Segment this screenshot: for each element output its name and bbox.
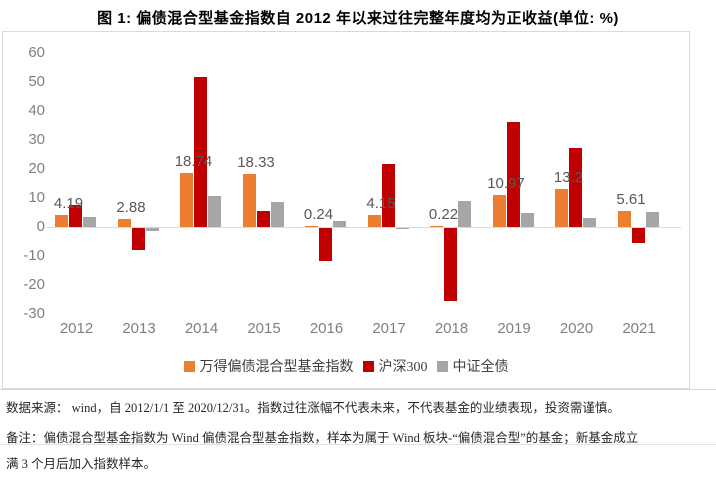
x-axis-year-label: 2015	[247, 320, 281, 337]
legend-label: 中证全债	[452, 360, 509, 375]
x-axis-year-label: 2014	[184, 320, 219, 337]
legend-swatch-icon	[183, 360, 195, 372]
x-axis-year-label: 2020	[559, 320, 594, 337]
x-axis-year-label: 2012	[59, 320, 94, 337]
bar-hs300-2019	[506, 122, 520, 227]
bar-fund-index-2020	[555, 188, 568, 227]
bar-value-label: 0.24	[303, 206, 334, 224]
footnote-block: 数据来源： wind，自 2012/1/1 至 2020/12/31。指数过往涨…	[0, 389, 716, 477]
bar-fund-index-2014	[180, 172, 193, 227]
bar-bond-index-2019	[520, 212, 534, 227]
y-axis-tick-label: 50	[28, 73, 45, 90]
y-axis-tick-label: 10	[28, 189, 45, 206]
chart-plot: 60 50 40 30 20 10 0 -10 -20 -30 4.19 2.88 18.74 18.33…	[3, 32, 689, 388]
y-axis-tick-label: 40	[28, 102, 45, 119]
x-axis-year-label: 2018	[434, 320, 469, 337]
y-axis-tick-label: -20	[23, 276, 45, 293]
x-axis-year-label: 2019	[497, 320, 531, 337]
bar-value-label: 0.22	[428, 206, 459, 224]
bar-hs300-2018	[444, 228, 457, 302]
bar-bond-index-2017	[395, 228, 409, 229]
bar-fund-index-2013	[117, 218, 131, 227]
legend-swatch-icon	[436, 360, 448, 372]
bar-bond-index-2021	[645, 211, 659, 227]
bar-hs300-2016	[319, 228, 332, 261]
bar-value-label: 4.15	[366, 194, 396, 212]
legend-item-fund-index: 万得偏债混合型基金指数	[183, 356, 354, 376]
legend-item-bond-index: 中证全债	[436, 356, 509, 376]
bar-value-label: 10.97	[487, 175, 525, 193]
x-axis-line	[47, 227, 681, 228]
bar-bond-index-2015	[270, 201, 284, 227]
bar-hs300-2021	[631, 228, 645, 244]
bar-value-label: 13.2	[553, 168, 584, 186]
bar-value-label: 18.74	[174, 152, 213, 170]
x-axis-year-label: 2021	[622, 320, 656, 337]
bar-value-label: 2.88	[116, 198, 146, 216]
bar-hs300-2014	[194, 77, 207, 227]
bar-hs300-2015	[256, 210, 270, 227]
bar-fund-index-2021	[617, 210, 631, 227]
bar-bond-index-2013	[145, 228, 159, 232]
footnote-remark-line1: 备注：偏债混合型基金指数为 Wind 偏债混合型基金指数，样本为属于 Wind …	[6, 431, 639, 445]
bar-hs300-2017	[381, 163, 395, 227]
footnote-remark-line2: 满 3 个月后加入指数样本。	[6, 457, 157, 471]
x-axis-year-label: 2013	[122, 320, 156, 337]
bar-fund-index-2016	[305, 226, 318, 227]
legend-item-hs300: 沪深300	[362, 356, 428, 376]
bar-hs300-2020	[569, 148, 582, 227]
y-axis-tick-label: 0	[36, 218, 45, 235]
footnote-divider	[0, 444, 716, 445]
footnote-source: 数据来源： wind，自 2012/1/1 至 2020/12/31。指数过往涨…	[6, 401, 620, 415]
bar-fund-index-2012	[55, 214, 68, 227]
bar-bond-index-2016	[333, 221, 346, 227]
chart-frame: 60 50 40 30 20 10 0 -10 -20 -30 4.19 2.88 18.74 18.33…	[2, 31, 690, 389]
legend-label: 万得偏债混合型基金指数	[199, 360, 354, 375]
bar-fund-index-2017	[367, 214, 381, 227]
bar-fund-index-2019	[492, 195, 506, 227]
chart-legend: 万得偏债混合型基金指数 沪深300 中证全债	[3, 356, 689, 376]
bar-value-label: 5.61	[616, 190, 646, 208]
bar-bond-index-2014	[208, 195, 221, 227]
y-axis-tick-label: 60	[28, 44, 45, 61]
y-axis-tick-label: -10	[23, 247, 45, 264]
bar-hs300-2013	[131, 228, 145, 251]
bar-fund-index-2015	[242, 173, 256, 227]
legend-swatch-icon	[362, 360, 374, 372]
x-axis-year-label: 2017	[372, 320, 406, 337]
bar-value-label: 18.33	[237, 153, 275, 171]
y-axis-tick-label: -30	[23, 305, 45, 322]
chart-title: 图 1: 偏债混合型基金指数自 2012 年以来过往完整年度均为正收益(单位: …	[97, 10, 619, 27]
bar-bond-index-2020	[583, 218, 596, 227]
legend-label: 沪深300	[378, 360, 428, 375]
bar-bond-index-2012	[83, 216, 96, 227]
bar-bond-index-2018	[458, 201, 471, 227]
y-axis-tick-label: 20	[28, 160, 45, 177]
bar-value-label: 4.19	[53, 194, 84, 212]
bar-fund-index-2018	[430, 226, 443, 227]
x-axis-year-label: 2016	[309, 320, 344, 337]
y-axis-tick-label: 30	[28, 131, 45, 148]
bar-hs300-2012	[69, 205, 82, 227]
